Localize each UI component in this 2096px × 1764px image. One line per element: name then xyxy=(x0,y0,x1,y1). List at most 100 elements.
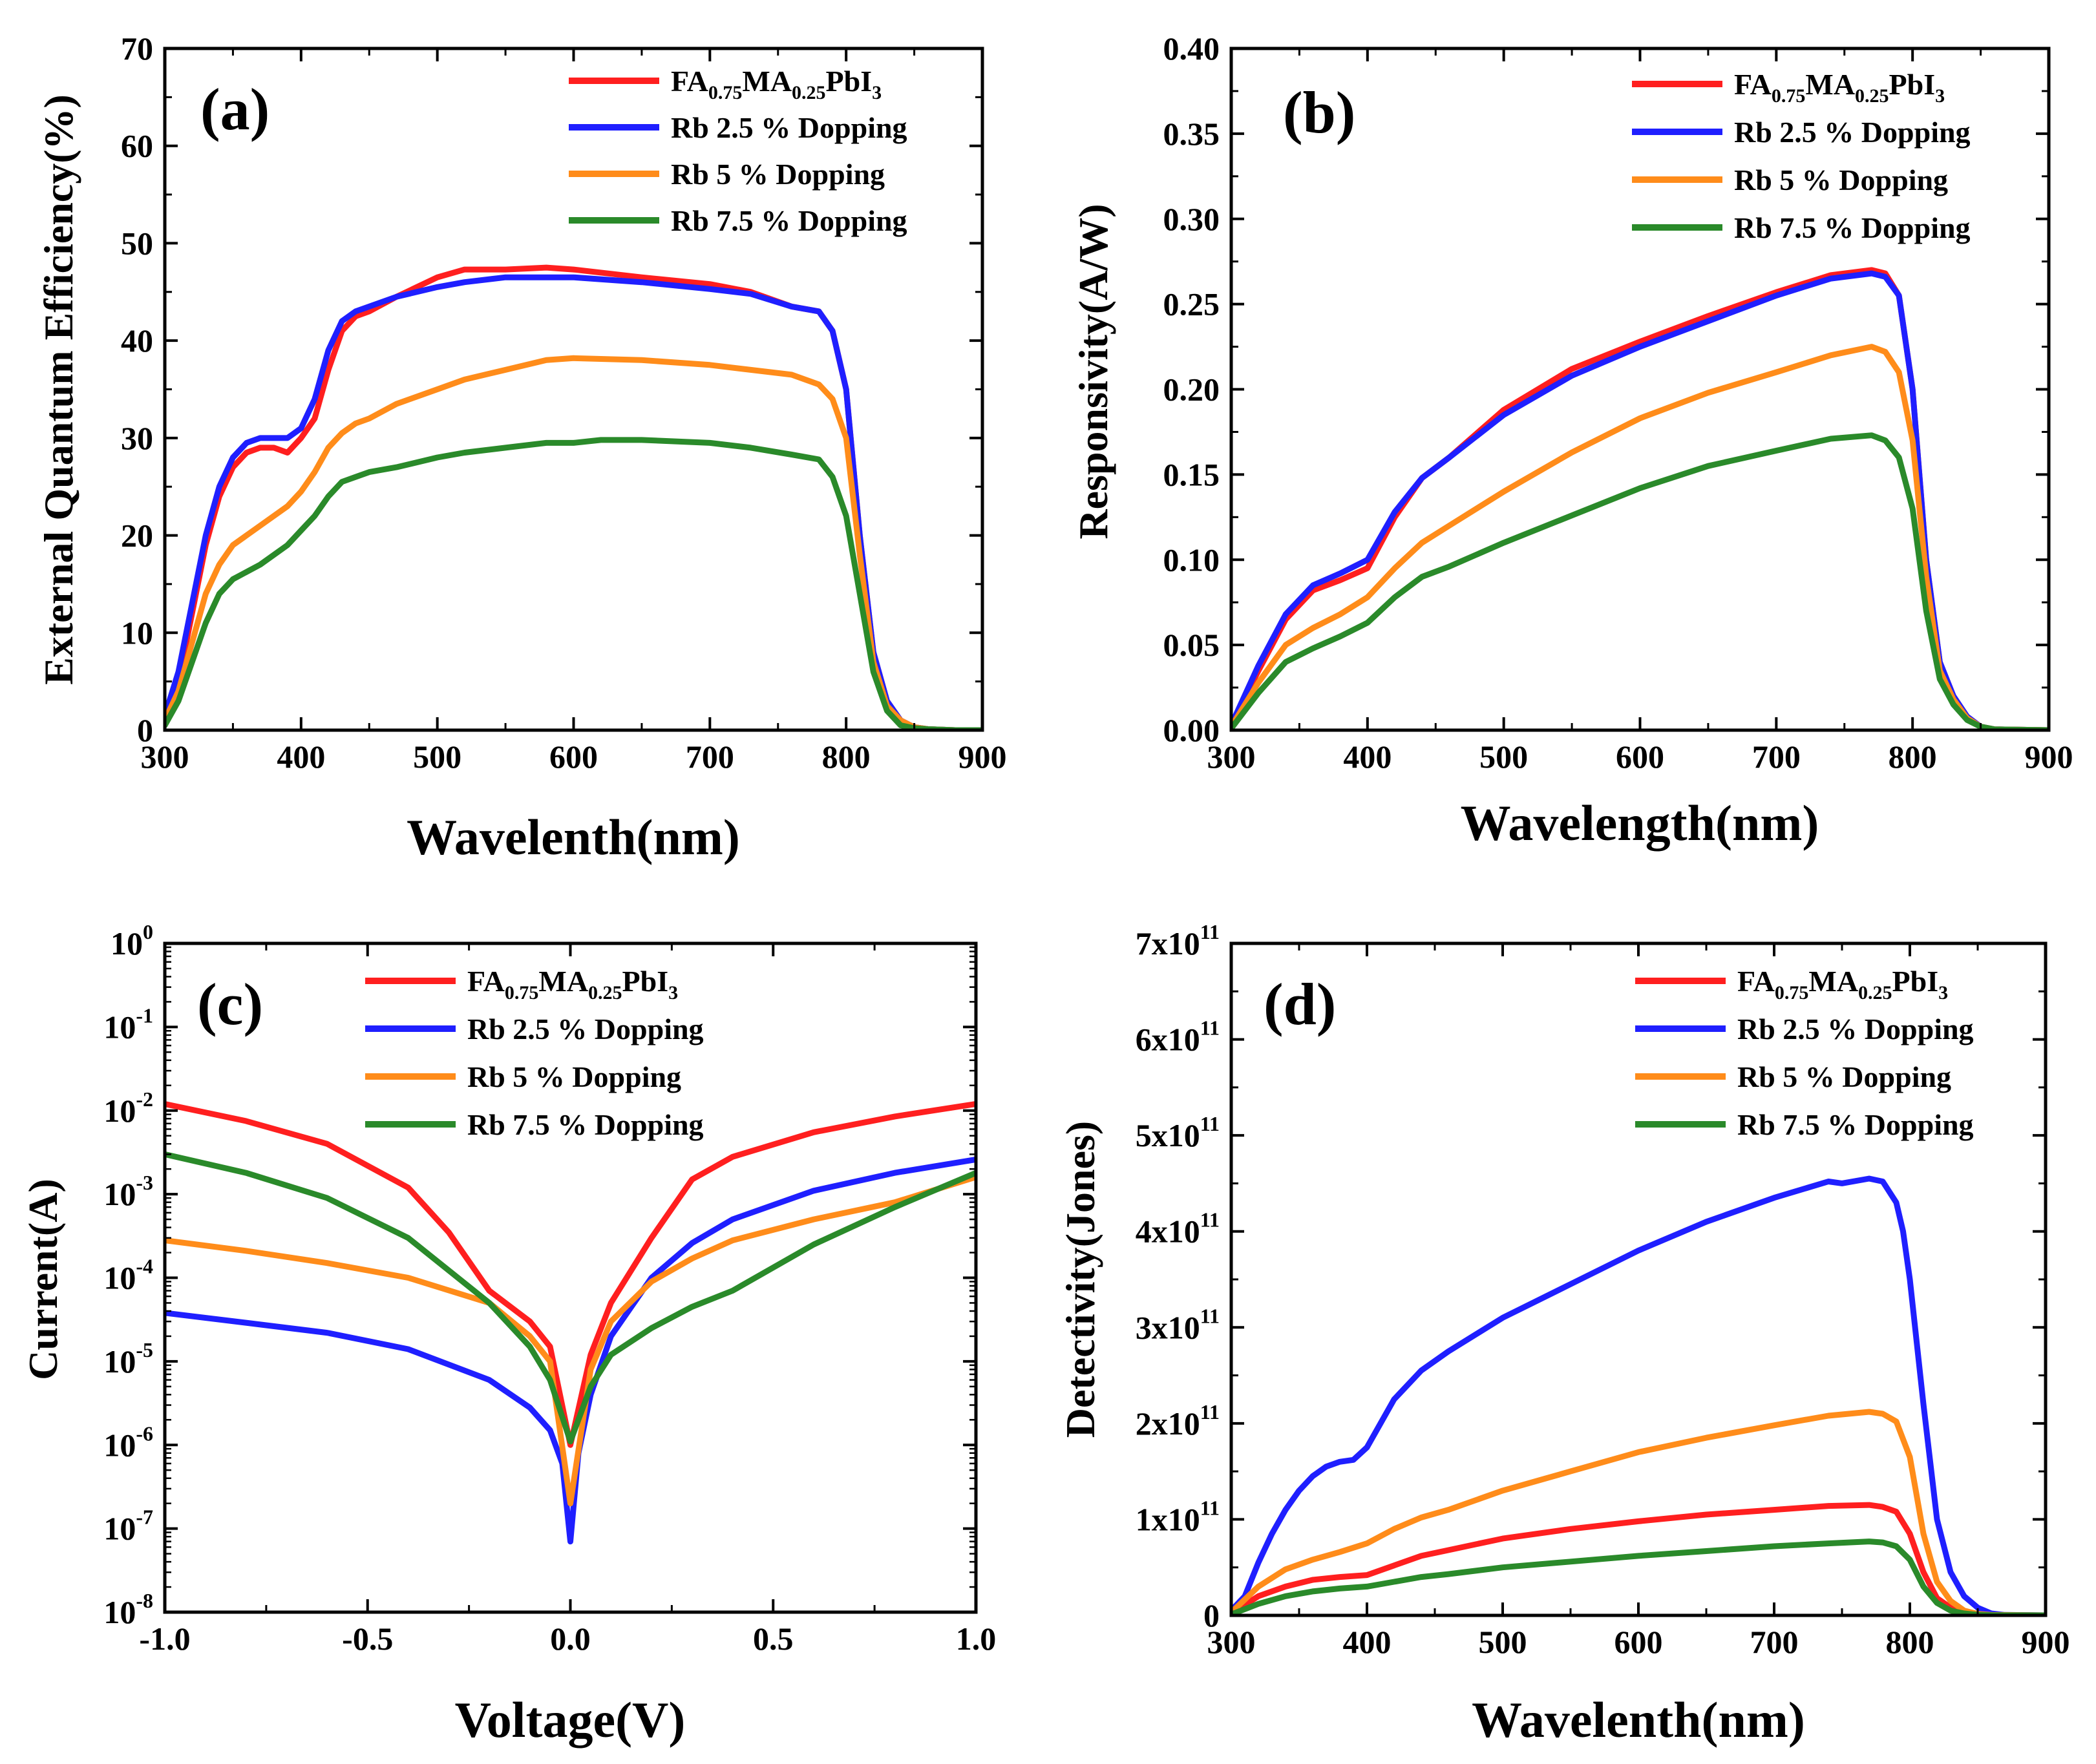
series-group xyxy=(1231,267,2049,730)
y-tick-label: 0.00 xyxy=(1163,712,1220,748)
y-tick-label: 0.15 xyxy=(1163,456,1220,492)
series-group xyxy=(165,1101,976,1545)
y-tick-label: 10-5 xyxy=(103,1338,153,1380)
chart-panel-4: 300 400 500 600 700 800 900 0 1x1011 2x1011 3x1011… xyxy=(1057,920,2070,1748)
y-tick-label: 60 xyxy=(121,128,153,164)
legend-label-2: Rb 2.5 % Dopping xyxy=(671,111,907,144)
y-tick-label: 70 xyxy=(121,30,153,67)
y-tick-label: 10-7 xyxy=(103,1506,153,1547)
legend-label-3: Rb 5 % Dopping xyxy=(1737,1060,1951,1093)
x-tick-label: 800 xyxy=(1886,1624,1934,1660)
series-line-3 xyxy=(1231,1409,2046,1615)
y-tick-label: 0.25 xyxy=(1163,286,1220,322)
panel-label: (b) xyxy=(1283,79,1355,145)
legend-label-4: Rb 7.5 % Dopping xyxy=(467,1108,704,1141)
x-tick-label: 700 xyxy=(686,739,734,775)
y-tick-label: 0 xyxy=(1203,1597,1220,1633)
x-axis-title: Wavelenth(nm) xyxy=(1472,1692,1805,1748)
x-tick-label: 400 xyxy=(277,739,325,775)
x-tick-label: 800 xyxy=(822,739,871,775)
x-tick-label: 0.0 xyxy=(550,1621,591,1657)
legend-label-4: Rb 7.5 % Dopping xyxy=(1737,1108,1974,1141)
series-line-2 xyxy=(1231,1175,2046,1615)
y-tick-label: 6x1011 xyxy=(1136,1016,1220,1058)
legend-label-2: Rb 2.5 % Dopping xyxy=(1734,116,1971,149)
x-tick-label: 300 xyxy=(1207,739,1256,775)
y-axis-title: Current(A) xyxy=(20,1179,66,1380)
legend-label-1: FA0.75MA0.25PbI3 xyxy=(467,965,678,1003)
legend-label-1: FA0.75MA0.25PbI3 xyxy=(1737,965,1948,1003)
series-line-4 xyxy=(165,1151,976,1445)
y-tick-label: 5x1011 xyxy=(1136,1112,1220,1153)
series-line-3 xyxy=(165,1174,976,1507)
x-tick-label: 500 xyxy=(1479,739,1528,775)
x-tick-label: 700 xyxy=(1752,739,1801,775)
chart-panel-2: 300 400 500 600 700 800 900 0.00 0.05 0.10 0.15 0.2… xyxy=(1070,30,2073,851)
y-tick-label: 0.30 xyxy=(1163,201,1220,237)
y-tick-label: 10 xyxy=(121,614,153,651)
panel-label: (a) xyxy=(200,76,270,142)
y-tick-label: 0.20 xyxy=(1163,372,1220,408)
y-axis-title: Responsivity(A/W) xyxy=(1070,204,1116,539)
y-tick-label: 10-6 xyxy=(103,1422,153,1463)
panel-label: (c) xyxy=(197,971,263,1037)
y-tick-label: 10-3 xyxy=(103,1171,153,1212)
y-tick-label: 2x1011 xyxy=(1136,1400,1220,1442)
legend-label-1: FA0.75MA0.25PbI3 xyxy=(1734,68,1945,107)
series-line-4 xyxy=(1231,432,2049,730)
legend-label-1: FA0.75MA0.25PbI3 xyxy=(671,65,882,103)
series-group xyxy=(1231,1175,2046,1615)
legend-label-3: Rb 5 % Dopping xyxy=(1734,163,1948,196)
x-axis-title: Wavelength(nm) xyxy=(1461,795,1819,851)
legend-label-4: Rb 7.5 % Dopping xyxy=(671,204,907,237)
series-line-1 xyxy=(165,264,982,730)
y-tick-label: 40 xyxy=(121,322,153,359)
x-tick-label: 900 xyxy=(958,739,1007,775)
x-tick-label: 900 xyxy=(2025,739,2073,775)
series-line-1 xyxy=(165,1101,976,1448)
series-line-1 xyxy=(1231,267,2049,730)
x-tick-label: 900 xyxy=(2022,1624,2070,1660)
x-tick-label: 1.0 xyxy=(956,1621,997,1657)
x-tick-label: 600 xyxy=(1614,1624,1663,1660)
x-axis-title: Voltage(V) xyxy=(455,1692,686,1748)
x-tick-label: 600 xyxy=(1616,739,1664,775)
x-tick-label: 400 xyxy=(1343,739,1392,775)
x-tick-label: 400 xyxy=(1343,1624,1392,1660)
y-tick-label: 3x1011 xyxy=(1136,1304,1220,1345)
y-tick-label: 10-4 xyxy=(103,1255,153,1296)
y-tick-label: 4x1011 xyxy=(1136,1208,1220,1250)
y-tick-label: 0.10 xyxy=(1163,541,1220,578)
y-tick-label: 10-1 xyxy=(103,1003,153,1045)
x-tick-label: -1.0 xyxy=(139,1621,190,1657)
y-tick-label: 30 xyxy=(121,420,153,456)
legend-label-2: Rb 2.5 % Dopping xyxy=(467,1013,704,1045)
legend-label-2: Rb 2.5 % Dopping xyxy=(1737,1013,1974,1045)
chart-panel-3: -1.0 -0.5 0.0 0.5 1.0 10-8 10-7 10-6 10-5 10-4 10-… xyxy=(20,920,996,1748)
y-tick-label: 0 xyxy=(137,712,153,748)
y-tick-label: 10-2 xyxy=(103,1087,153,1129)
x-tick-label: 700 xyxy=(1750,1624,1799,1660)
x-tick-label: 0.5 xyxy=(753,1621,794,1657)
y-tick-label: 50 xyxy=(121,225,153,261)
x-tick-label: 500 xyxy=(413,739,461,775)
series-line-2 xyxy=(165,1156,976,1545)
chart-panel-1: 300 400 500 600 700 800 900 0 10 20 30 40 50 60 70 Wave… xyxy=(36,30,1007,865)
x-tick-label: 600 xyxy=(549,739,598,775)
y-axis-title: Detectivity(Jones) xyxy=(1057,1121,1103,1438)
series-line-4 xyxy=(165,437,982,730)
x-tick-label: 500 xyxy=(1479,1624,1527,1660)
axes-frame xyxy=(163,47,984,732)
y-tick-label: 0.40 xyxy=(1163,30,1220,67)
y-tick-label: 0.05 xyxy=(1163,627,1220,663)
y-tick-label: 20 xyxy=(121,518,153,554)
x-tick-label: 800 xyxy=(1889,739,1937,775)
x-axis-title: Wavelenth(nm) xyxy=(407,809,740,865)
series-group xyxy=(165,264,982,730)
y-tick-label: 7x1011 xyxy=(1136,920,1220,961)
y-tick-label: 1x1011 xyxy=(1136,1496,1220,1537)
y-tick-label: 10-8 xyxy=(103,1589,153,1630)
x-tick-label: -0.5 xyxy=(342,1621,393,1657)
legend-label-3: Rb 5 % Dopping xyxy=(671,158,885,191)
